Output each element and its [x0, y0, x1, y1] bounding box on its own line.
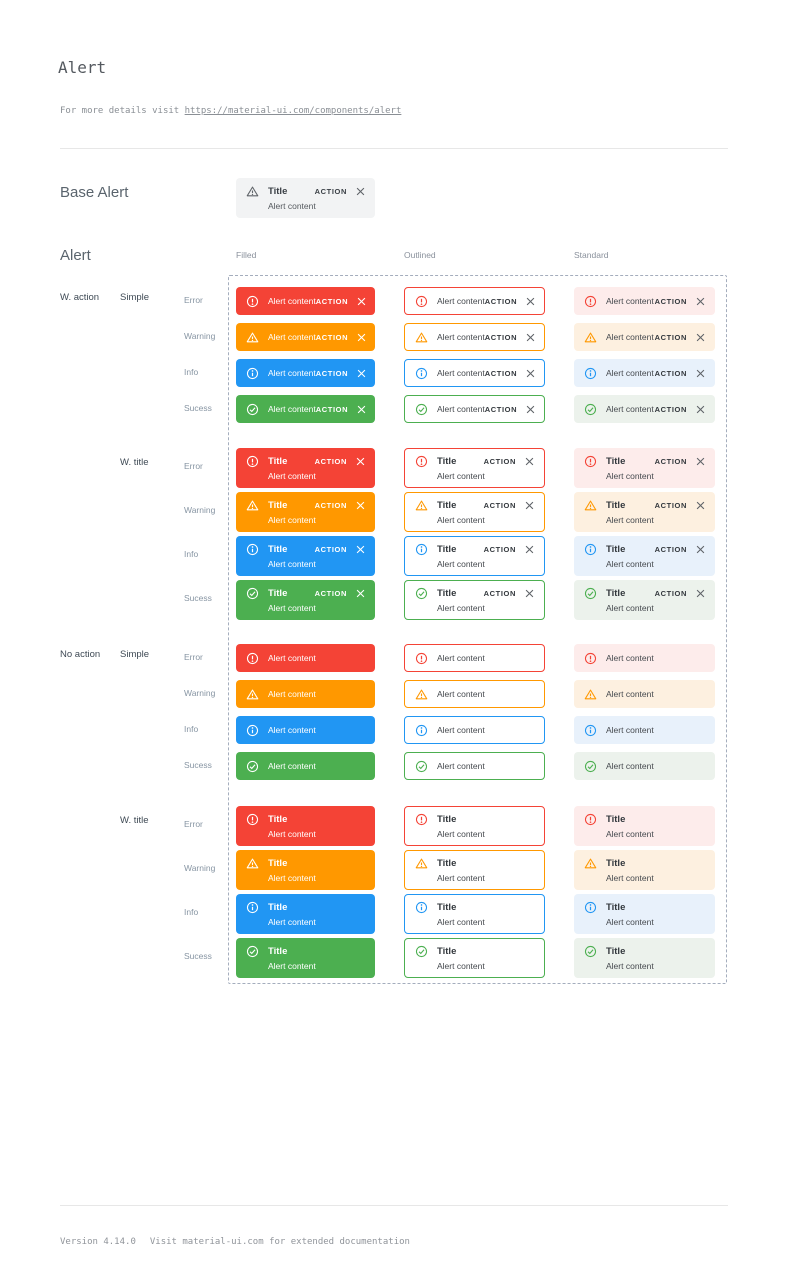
column-header-standard: Standard — [574, 250, 609, 260]
base-alert-heading: Base Alert — [60, 184, 129, 201]
variant-label-simple: Simple — [120, 649, 150, 660]
variant-label-w-title: W. title — [120, 815, 149, 826]
severity-label-error: Error — [184, 461, 203, 471]
group-label-no-action: No action — [60, 649, 101, 660]
column-header-filled: Filled — [236, 250, 257, 260]
severity-label-warning: Warning — [184, 688, 216, 698]
severity-label-success: Sucess — [184, 951, 212, 961]
severity-label-warning: Warning — [184, 505, 216, 515]
severity-label-error: Error — [184, 819, 203, 829]
warning-triangle-icon — [246, 185, 259, 198]
base-alert-title: Title — [268, 185, 288, 197]
severity-label-info: Info — [184, 549, 199, 559]
footer-note: Visit material-ui.com for extended docum… — [149, 1237, 410, 1247]
subtitle: For more details visit https://material-… — [60, 106, 401, 116]
group-label-w-action: W. action — [60, 292, 100, 303]
severity-label-success: Sucess — [184, 593, 212, 603]
severity-label-success: Sucess — [184, 403, 212, 413]
footer: Version 4.14.0 Visit material-ui.com for … — [60, 1237, 410, 1247]
column-header-outlined: Outlined — [404, 250, 436, 260]
alert-grid-heading: Alert — [60, 247, 91, 264]
docs-link[interactable]: https://material-ui.com/components/alert — [184, 106, 402, 116]
severity-label-info: Info — [184, 367, 199, 377]
base-alert: Title ACTION Alert content — [236, 178, 375, 218]
variant-label-simple: Simple — [120, 292, 150, 303]
top-divider — [60, 148, 728, 149]
action-button[interactable]: ACTION — [314, 186, 347, 196]
base-alert-content: Alert content — [268, 200, 316, 211]
severity-label-success: Sucess — [184, 760, 212, 770]
severity-label-info: Info — [184, 724, 199, 734]
severity-label-error: Error — [184, 295, 203, 305]
subtitle-text: For more details visit — [60, 106, 185, 116]
severity-label-error: Error — [184, 652, 203, 662]
severity-label-warning: Warning — [184, 331, 216, 341]
severity-label-warning: Warning — [184, 863, 216, 873]
severity-label-info: Info — [184, 907, 199, 917]
footer-version: Version 4.14.0 — [60, 1237, 136, 1247]
grid-dashed-border — [228, 275, 727, 984]
variant-label-w-title: W. title — [120, 457, 149, 468]
page-title: Alert — [58, 58, 107, 77]
close-icon[interactable] — [356, 187, 365, 196]
bottom-divider — [60, 1205, 728, 1206]
